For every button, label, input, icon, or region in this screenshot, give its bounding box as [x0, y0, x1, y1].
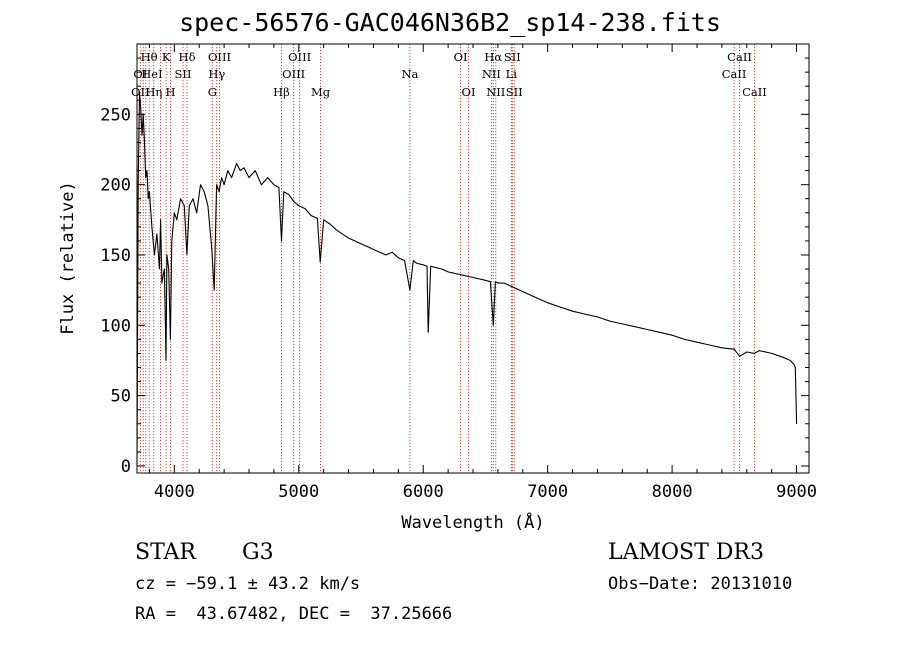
x-axis-label: Wavelength (Å) — [401, 511, 544, 533]
line-label: Hδ — [179, 50, 196, 64]
line-label: Mg — [311, 85, 331, 99]
y-tick-label: 0 — [121, 457, 131, 477]
line-label: Hγ — [208, 67, 225, 81]
line-label: OI — [462, 85, 476, 99]
line-label: Na — [401, 67, 418, 81]
line-label: Hη — [145, 85, 162, 99]
line-label: Hα — [484, 50, 502, 64]
line-label: CaII — [722, 67, 747, 81]
line-label: OI — [133, 67, 147, 81]
x-tick-label: 8000 — [652, 482, 693, 502]
spectrum-chart: 4000 5000 6000 7000 8000 9000050100150200250 … — [58, 43, 817, 533]
object-subclass: G3 — [242, 540, 274, 565]
line-label: OIII — [208, 50, 231, 64]
line-label: SII — [504, 50, 521, 64]
observation-date: Obs−Date: 20131010 — [608, 574, 793, 594]
y-tick-label: 250 — [100, 105, 131, 125]
series-layer — [136, 92, 798, 467]
redshift-velocity: cz = −59.1 ± 43.2 km/s — [135, 574, 361, 594]
y-tick-label: 50 — [111, 387, 131, 407]
line-label: H — [165, 85, 175, 99]
x-tick-label: 7000 — [527, 482, 568, 502]
line-label: OI — [454, 50, 468, 64]
line-label: Hβ — [273, 85, 290, 99]
y-tick-label: 100 — [100, 316, 131, 336]
line-label: SII — [506, 85, 523, 99]
y-tick-label: 200 — [100, 176, 131, 196]
x-tick-label: 4000 — [154, 482, 195, 502]
plot-frame — [136, 43, 810, 474]
line-label: HeI — [141, 67, 162, 81]
line-label: Hθ — [141, 50, 158, 64]
line-label: NII — [486, 85, 505, 99]
x-tick-label: 9000 — [776, 482, 817, 502]
x-tick-label: 5000 — [278, 482, 319, 502]
line-marks-layer — [139, 44, 755, 473]
y-axis-label: Flux (relative) — [58, 181, 78, 335]
line-label: G — [208, 85, 217, 99]
object-class: STAR — [135, 540, 196, 565]
spectrum-line — [136, 92, 798, 467]
survey-name: LAMOST DR3 — [608, 540, 764, 565]
line-label: Li — [506, 67, 518, 81]
y-tick-label: 150 — [100, 246, 131, 266]
line-label: K — [162, 50, 171, 64]
chart-title: spec-56576-GAC046N36B2_sp14-238.fits — [179, 8, 721, 37]
ra-dec-coordinates: RA = 43.67482, DEC = 37.25666 — [135, 604, 453, 624]
line-label: SII — [175, 67, 192, 81]
line-label: OII — [131, 85, 150, 99]
line-label: CaII — [742, 85, 767, 99]
line-label: CaII — [727, 50, 752, 64]
x-tick-label: 6000 — [403, 482, 444, 502]
line-label: NII — [482, 67, 501, 81]
line-label: OIII — [282, 67, 305, 81]
ticks-layer: 4000 5000 6000 7000 8000 9000 0 50 100 150 200 250 — [100, 44, 817, 502]
line-label: OIII — [288, 50, 311, 64]
